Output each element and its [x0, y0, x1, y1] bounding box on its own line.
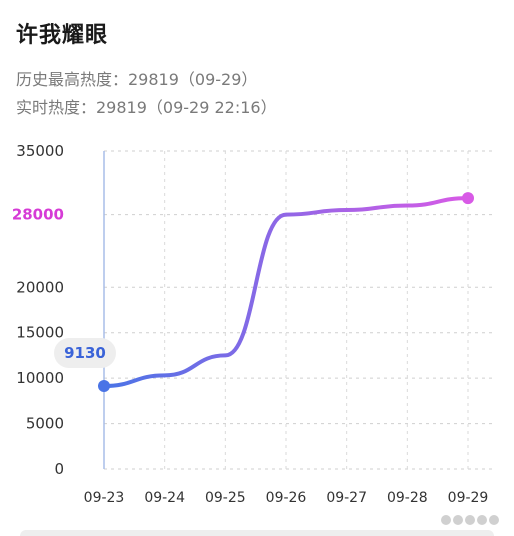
y-tick-label: 20000 [16, 278, 64, 296]
y-tick-label: 28000 [12, 206, 64, 224]
x-tick-label: 09-26 [266, 490, 307, 506]
tooltip-bubble [54, 338, 116, 369]
data-point [98, 380, 110, 393]
history-peak-text: 历史最高热度：29819（09-29） [16, 70, 258, 89]
y-tick-label: 35000 [16, 142, 64, 160]
x-tick-label: 09-23 [84, 490, 125, 506]
y-tick-label: 15000 [16, 324, 64, 342]
tooltip-value: 9130 [64, 344, 106, 362]
x-tick-label: 09-24 [144, 490, 185, 506]
x-tick-label: 09-25 [205, 490, 246, 506]
series-line [102, 196, 470, 389]
page-title: 许我耀眼 [16, 23, 109, 48]
weibo-watermark-icon [441, 515, 499, 525]
data-point [462, 192, 474, 205]
y-tick-label: 0 [54, 460, 64, 478]
x-tick-label: 09-27 [326, 490, 367, 506]
y-tick-label: 10000 [16, 369, 64, 387]
y-tick-label: 5000 [26, 415, 64, 433]
x-tick-label: 09-29 [448, 490, 489, 506]
x-tick-label: 09-28 [387, 490, 428, 506]
realtime-heat-text: 实时热度：29819（09-29 22:16） [16, 98, 277, 117]
bottom-sheet-handle [20, 530, 494, 536]
